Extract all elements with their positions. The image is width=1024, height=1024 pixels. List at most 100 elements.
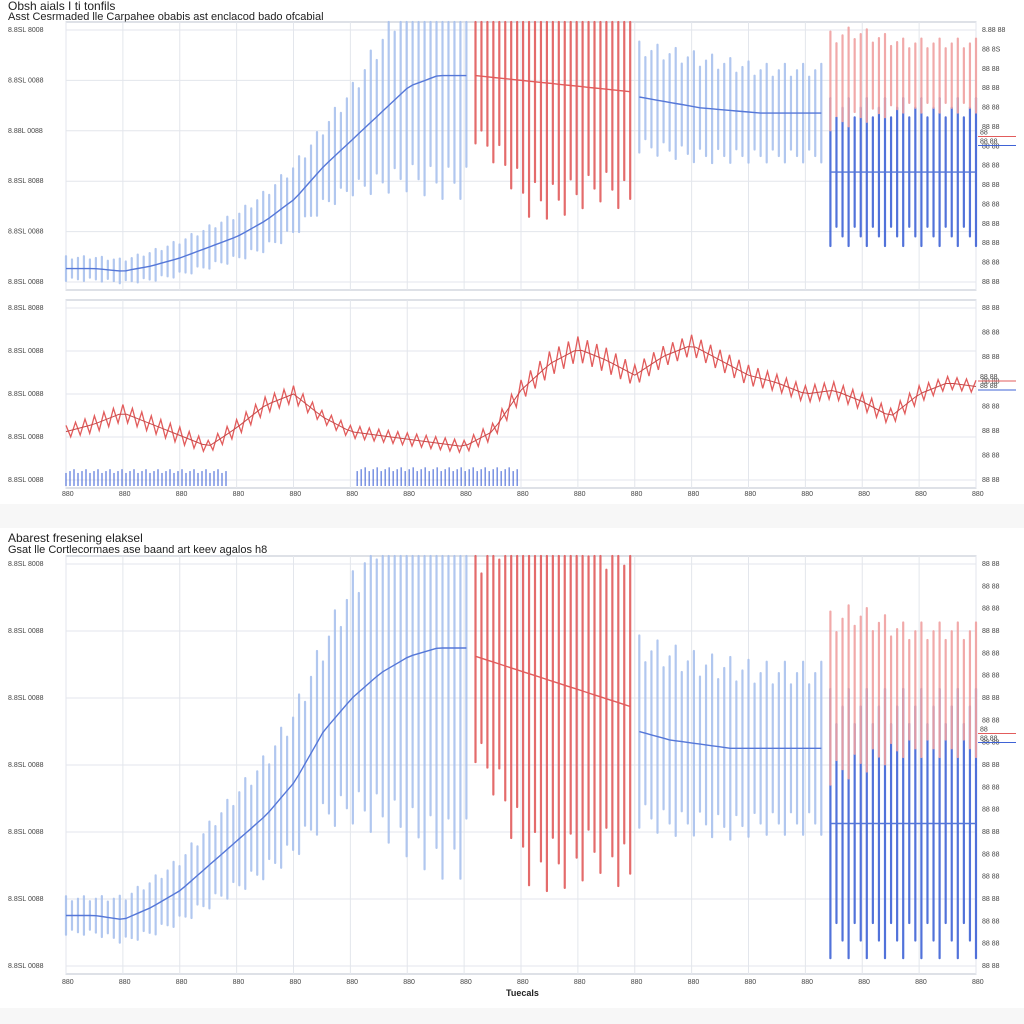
bottom-chart-svg: 8.8SL 8008 8.8SL 0088 8.8SL 0088 8.8SL 0088…: [8, 554, 1016, 998]
top-upper-ytick-right: 88 88: [982, 143, 1000, 150]
bottom-ytick-right: 88 88: [982, 583, 1000, 590]
bottom-segment-1-trend: [475, 655, 631, 708]
top-upper-ytick-left: 8.88L 0088: [8, 128, 43, 135]
top-upper-ytick-right: 88 88: [982, 124, 1000, 131]
bottom-ytick-right: 88 88: [982, 628, 1000, 635]
top-chart-svg: 8.8SL 8008 8.8SL 0088 8.88L 0088 8.8SL 8088…: [8, 20, 1016, 498]
bottom-xtick: 880: [858, 979, 870, 986]
top-upper-ytick-left: 8.8SL 8008: [8, 27, 44, 34]
top-upper-ytick-left: 8.8SL 0088: [8, 77, 44, 84]
bottom-xtick: 880: [346, 979, 358, 986]
top-upper-ytick-right: 88 88: [982, 182, 1000, 189]
top-lower-xtick: 880: [915, 491, 927, 498]
top-lower-xtick: 880: [801, 491, 813, 498]
top-lower-ytick-left: 8.8SL 0088: [8, 434, 44, 441]
bottom-ytick-right: 88 88: [982, 762, 1000, 769]
bottom-xtick: 880: [972, 979, 984, 986]
bottom-xtick: 880: [688, 979, 700, 986]
top-upper-ytick-right: 88 88: [982, 66, 1000, 73]
top-lower-xtick: 880: [517, 491, 529, 498]
bottom-xtick: 880: [233, 979, 245, 986]
top-lower-xtick: 880: [631, 491, 643, 498]
bottom-ytick-right: 88 88: [982, 561, 1000, 568]
top-lower-legend-marker: 88 88: [980, 383, 998, 390]
bottom-ytick-left: 8.8SL 0088: [8, 628, 44, 635]
bottom-xtick: 880: [745, 979, 757, 986]
top-panel-subtitle: Asst Cesrmaded lle Carpahee obabis ast e…: [8, 11, 324, 23]
top-upper-ytick-left: 8.8SL 8088: [8, 178, 44, 185]
top-lower-xtick: 880: [972, 491, 984, 498]
bottom-ytick-right: 88 88: [982, 673, 1000, 680]
top-lower-ytick-right: 88 88: [982, 379, 1000, 386]
bottom-ytick-right: 88 88: [982, 874, 1000, 881]
bottom-ytick-right: 88 88: [982, 807, 1000, 814]
top-lower-red-trend: [65, 346, 977, 447]
top-lower-xtick: 880: [574, 491, 586, 498]
bottom-ytick-right: 88 88: [982, 606, 1000, 613]
bottom-x-axis-label: Tuecals: [506, 988, 539, 998]
top-lower-xtick: 880: [346, 491, 358, 498]
top-panel-title: Obsh aials I ti tonfils: [8, 0, 116, 13]
top-lower-xtick: 880: [460, 491, 472, 498]
top-upper-ytick-right: 88 88: [982, 201, 1000, 208]
bottom-xtick: 880: [517, 979, 529, 986]
bottom-segment-2-trend: [639, 730, 822, 750]
top-upper-ytick-right: 8.88 88: [982, 27, 1005, 34]
top-upper-legend-marker: 88 88: [980, 139, 998, 146]
top-upper-ytick-right: 88 88: [982, 221, 1000, 228]
bottom-xtick: 880: [62, 979, 74, 986]
bottom-ytick-right: 88 88: [982, 896, 1000, 903]
top-upper-ytick-right: 88 88: [982, 163, 1000, 170]
top-upper-ytick-right: 88 88: [982, 105, 1000, 112]
bottom-ytick-right: 88 88: [982, 941, 1000, 948]
bottom-xtick: 880: [915, 979, 927, 986]
top-lower-xtick: 880: [403, 491, 415, 498]
top-lower-ytick-right: 88 88: [982, 477, 1000, 484]
top-lower-ytick-left: 8.8SL 0088: [8, 348, 44, 355]
bottom-ytick-right: 88 88: [982, 650, 1000, 657]
top-lower-xtick: 880: [290, 491, 302, 498]
top-lower-legend-marker: 88 88: [980, 374, 998, 381]
top-lower-xtick: 880: [62, 491, 74, 498]
top-upper-ytick-right: 88 88: [982, 260, 1000, 267]
bottom-legend-marker: 88 88: [980, 736, 998, 743]
bottom-ytick-left: 8.8SL 0088: [8, 896, 44, 903]
top-lower-ytick-right: 88 88: [982, 354, 1000, 361]
top-lower-xtick: 880: [233, 491, 245, 498]
top-lower-xtick: 880: [745, 491, 757, 498]
bottom-panel-subtitle: Gsat lle Cortlecormaes ase baand art kee…: [8, 544, 268, 556]
bottom-ytick-left: 8.8SL 8008: [8, 561, 44, 568]
top-lower-red-series: [65, 334, 977, 455]
top-lower-ytick-right: 88 88: [982, 330, 1000, 337]
top-upper-segment-0-trend: [66, 74, 467, 272]
top-lower-ytick-right: 88 88: [982, 403, 1000, 410]
top-lower-xtick: 880: [119, 491, 131, 498]
bottom-xtick: 880: [119, 979, 131, 986]
bottom-ytick-left: 8.8SL 0088: [8, 963, 44, 970]
top-lower-ytick-right: 88 88: [982, 305, 1000, 312]
bottom-ytick-left: 8.8SL 0088: [8, 829, 44, 836]
bottom-xtick: 880: [460, 979, 472, 986]
bottom-xtick: 880: [801, 979, 813, 986]
bottom-xtick: 880: [403, 979, 415, 986]
bottom-ytick-right: 88 88: [982, 851, 1000, 858]
top-upper-legend-marker: 88: [980, 130, 988, 137]
bottom-ytick-right: 88 88: [982, 918, 1000, 925]
bottom-xtick: 880: [631, 979, 643, 986]
bottom-ytick-right: 88 88: [982, 695, 1000, 702]
top-lower-xtick: 880: [688, 491, 700, 498]
top-lower-ytick-left: 8.8SL 8088: [8, 305, 44, 312]
top-lower-xtick: 880: [176, 491, 188, 498]
bottom-ytick-right: 88 88: [982, 740, 1000, 747]
bottom-panel-title: Abarest fresening elaksel: [8, 531, 143, 545]
top-lower-xtick: 880: [858, 491, 870, 498]
top-upper-ytick-right: 88 88: [982, 240, 1000, 247]
top-upper-segment-2-trend: [639, 96, 822, 114]
top-lower-ytick-right: 88 88: [982, 452, 1000, 459]
bottom-legend-marker: 88: [980, 727, 988, 734]
top-upper-ytick-right: 88 8S: [982, 46, 1001, 53]
bottom-ytick-left: 8.8SL 0088: [8, 762, 44, 769]
top-upper-ytick-left: 8.8SL 0088: [8, 229, 44, 236]
bottom-segment-0-trend: [66, 647, 467, 920]
bottom-ytick-right: 88 88: [982, 829, 1000, 836]
